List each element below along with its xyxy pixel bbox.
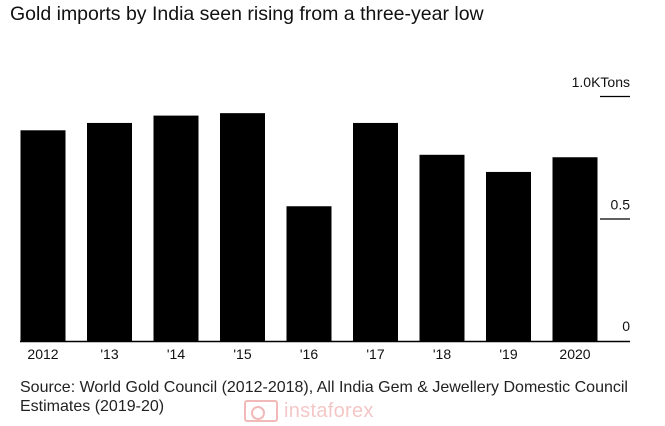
x-tick-label: '18	[433, 346, 451, 362]
x-tick-label: 2012	[27, 346, 58, 362]
x-tick-label: '16	[300, 346, 318, 362]
bar-18	[419, 154, 465, 341]
bar-17	[353, 122, 398, 341]
x-tick-label: '15	[233, 346, 251, 362]
bar-19	[486, 171, 531, 341]
x-axis-group: 2012 '13 '14 '15 '16 '17 '18 '19 2020	[20, 340, 630, 362]
bar-2020	[552, 157, 598, 341]
bar-14	[153, 115, 199, 341]
source-note: Source: World Gold Council (2012-2018), …	[20, 379, 628, 415]
y-tick-label: 1.0KTons	[572, 74, 630, 90]
bar-13	[87, 122, 132, 341]
instaforex-logo-icon	[244, 400, 278, 422]
bar-chart: 00.51.0KTons 2012'13'14'15'16'17'18'19 20…	[20, 74, 631, 362]
y-tick-label: 0.5	[611, 197, 631, 213]
x-tick-label: '13	[100, 346, 118, 362]
x-tick-label: '14	[167, 346, 185, 362]
chart-title: Gold imports by India seen rising from a…	[10, 3, 484, 25]
watermark-text: instaforex	[284, 399, 374, 422]
x-tick-label: 2020	[559, 346, 590, 362]
x-tick-label: '17	[366, 346, 384, 362]
bar-2012	[20, 130, 66, 341]
bar-16	[286, 206, 332, 341]
bar-15	[220, 113, 265, 342]
watermark: instaforex	[244, 396, 414, 426]
y-tick-label: 0	[622, 318, 630, 334]
y-axis-group: 0 0.5 1.0KTons	[572, 74, 631, 334]
bars-group	[20, 113, 598, 342]
x-tick-label: '19	[499, 346, 517, 362]
